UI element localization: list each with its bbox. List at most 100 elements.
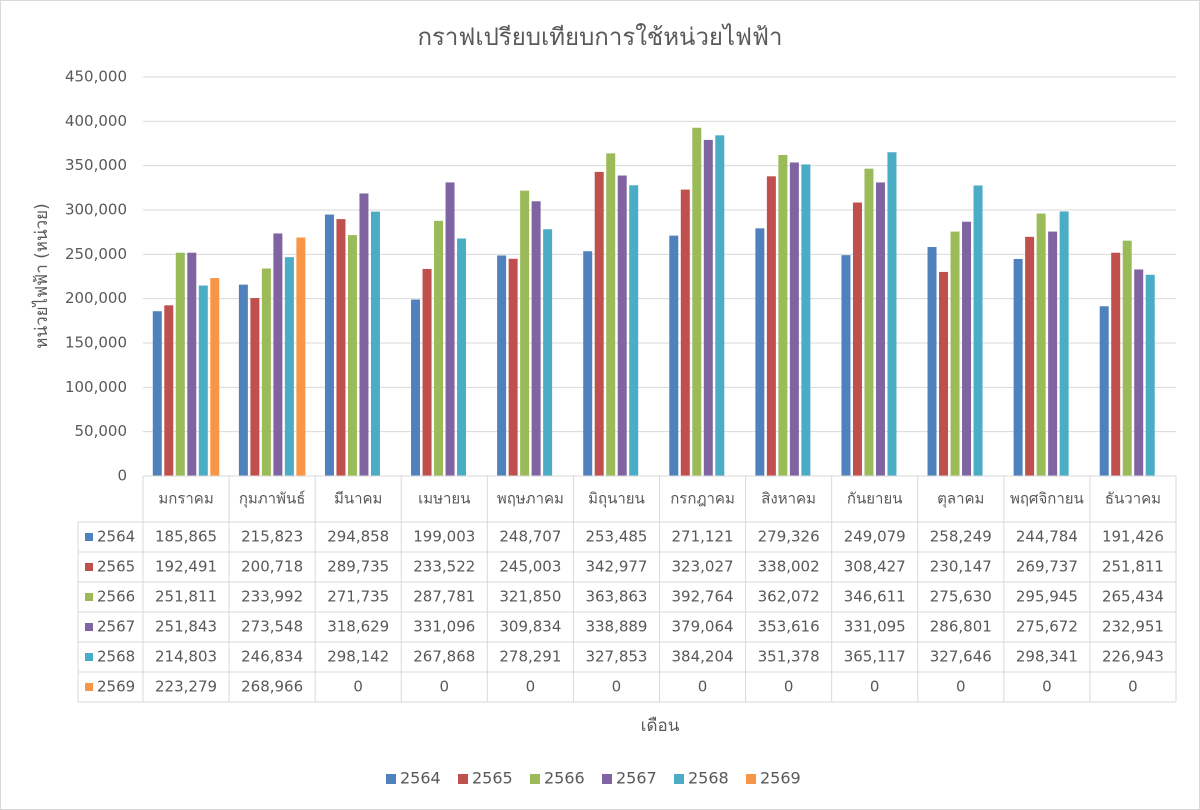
x-tick-label: กันยายน [847,490,903,508]
table-cell: 271,735 [327,588,389,606]
table-cell: 0 [1042,678,1052,696]
legend-swatch [530,774,540,784]
legend-swatch [458,774,468,784]
table-legend-swatch [85,533,93,541]
table-series-name: 2565 [97,558,135,576]
bar [864,168,874,477]
bar [594,171,604,476]
table-cell: 251,811 [1102,558,1164,576]
bar [531,201,541,476]
bar [801,164,811,477]
bar [261,268,271,476]
bar [457,238,467,476]
table-legend-swatch [85,623,93,631]
bar [359,193,369,476]
table-cell: 0 [353,678,363,696]
table-cell: 253,485 [585,528,647,546]
bar [841,255,851,476]
bar [520,190,530,476]
table-cell: 287,781 [413,588,475,606]
table-cell: 0 [956,678,966,696]
table-cell: 223,279 [155,678,217,696]
table-cell: 363,863 [585,588,647,606]
table-cell: 308,427 [844,558,906,576]
table-cell: 275,630 [930,588,992,606]
bar [250,298,260,476]
table-cell: 294,858 [327,528,389,546]
table-cell: 338,889 [585,618,647,636]
bar [238,284,248,476]
bar [1122,240,1132,476]
table-series-name: 2569 [97,678,135,696]
table-cell: 289,735 [327,558,389,576]
x-tick-label: พฤษภาคม [497,490,564,508]
table-cell: 265,434 [1102,588,1164,606]
legend-label: 2569 [760,769,801,788]
table-cell: 351,378 [758,648,820,666]
x-tick-label: เมษายน [418,490,470,508]
bar [606,153,616,476]
bar [284,257,294,476]
table-cell: 267,868 [413,648,475,666]
y-tick-label: 250,000 [65,245,127,263]
legend-label: 2568 [688,769,729,788]
table-series-name: 2564 [97,528,135,546]
bar [617,175,627,476]
y-tick-label: 450,000 [65,68,127,86]
table-cell: 379,064 [672,618,734,636]
bar [273,233,283,476]
table-cell: 0 [784,678,794,696]
table-cell: 0 [870,678,880,696]
bar [324,214,334,476]
bar [175,252,185,476]
bar [778,154,788,476]
bar [715,135,725,477]
bar [703,139,713,476]
table-cell: 0 [612,678,622,696]
table-cell: 327,646 [930,648,992,666]
table-cell: 273,548 [241,618,303,636]
bar [336,219,346,477]
x-tick-label: พฤศจิกายน [1010,490,1084,508]
bar [852,202,862,476]
y-tick-label: 50,000 [75,422,128,440]
table-cell: 233,522 [413,558,475,576]
bar [669,235,679,476]
table-cell: 342,977 [585,558,647,576]
bar [680,189,690,476]
table-cell: 362,072 [758,588,820,606]
table-cell: 275,672 [1016,618,1078,636]
bar [962,221,972,476]
bar [1145,274,1155,476]
y-tick-label: 150,000 [65,334,127,352]
table-cell: 232,951 [1102,618,1164,636]
bar [629,185,639,476]
bar [927,247,937,476]
table-series-name: 2567 [97,618,135,636]
x-tick-label: มีนาคม [334,490,383,508]
table-cell: 279,326 [758,528,820,546]
table-cell: 365,117 [844,648,906,666]
table-cell: 192,491 [155,558,217,576]
table-cell: 327,853 [585,648,647,666]
table-cell: 230,147 [930,558,992,576]
table-cell: 0 [698,678,708,696]
table-cell: 353,616 [758,618,820,636]
bar [198,285,208,476]
table-cell: 185,865 [155,528,217,546]
bar [1134,269,1144,476]
table-cell: 0 [440,678,450,696]
table-cell: 309,834 [499,618,561,636]
bar [434,220,444,476]
y-tick-label: 200,000 [65,289,127,307]
bar [370,211,380,476]
bar [422,268,432,476]
table-cell: 245,003 [499,558,561,576]
bar [411,299,421,476]
x-tick-label: มิถุนายน [588,490,645,509]
legend-label: 2564 [400,769,441,788]
legend-label: 2567 [616,769,657,788]
bar [1048,231,1058,476]
bar [1013,258,1023,476]
